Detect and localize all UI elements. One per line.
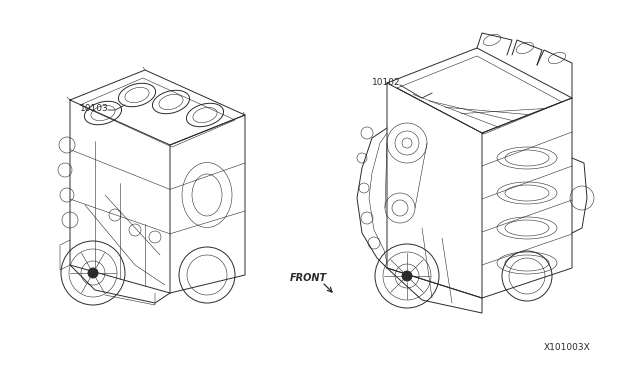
Text: X101003X: X101003X (543, 343, 590, 352)
Text: 10103: 10103 (80, 103, 109, 112)
Text: FRONT: FRONT (290, 273, 327, 283)
Circle shape (88, 268, 98, 278)
Circle shape (402, 271, 412, 281)
Text: 10102: 10102 (372, 77, 401, 87)
